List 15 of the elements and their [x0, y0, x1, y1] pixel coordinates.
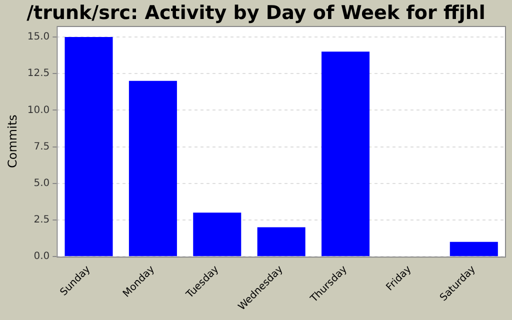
y-tick-label: 15.0: [27, 32, 50, 43]
bar: [257, 227, 306, 256]
y-tick-label: 2.5: [34, 214, 50, 226]
y-tick-label: 7.5: [34, 141, 50, 152]
chart-title: /trunk/src: Activity by Day of Week for ffjhl: [26, 1, 486, 26]
y-tick-label: 0.0: [34, 251, 50, 262]
bar: [322, 52, 370, 256]
bar: [64, 36, 113, 256]
bar: [450, 242, 498, 256]
bar: [193, 212, 242, 256]
y-axis-title: Commits: [5, 114, 20, 168]
y-tick-label: 10.0: [27, 104, 50, 116]
bar: [128, 80, 177, 256]
y-tick-label: 5.0: [34, 178, 50, 189]
y-tick-label: 12.5: [27, 68, 50, 80]
